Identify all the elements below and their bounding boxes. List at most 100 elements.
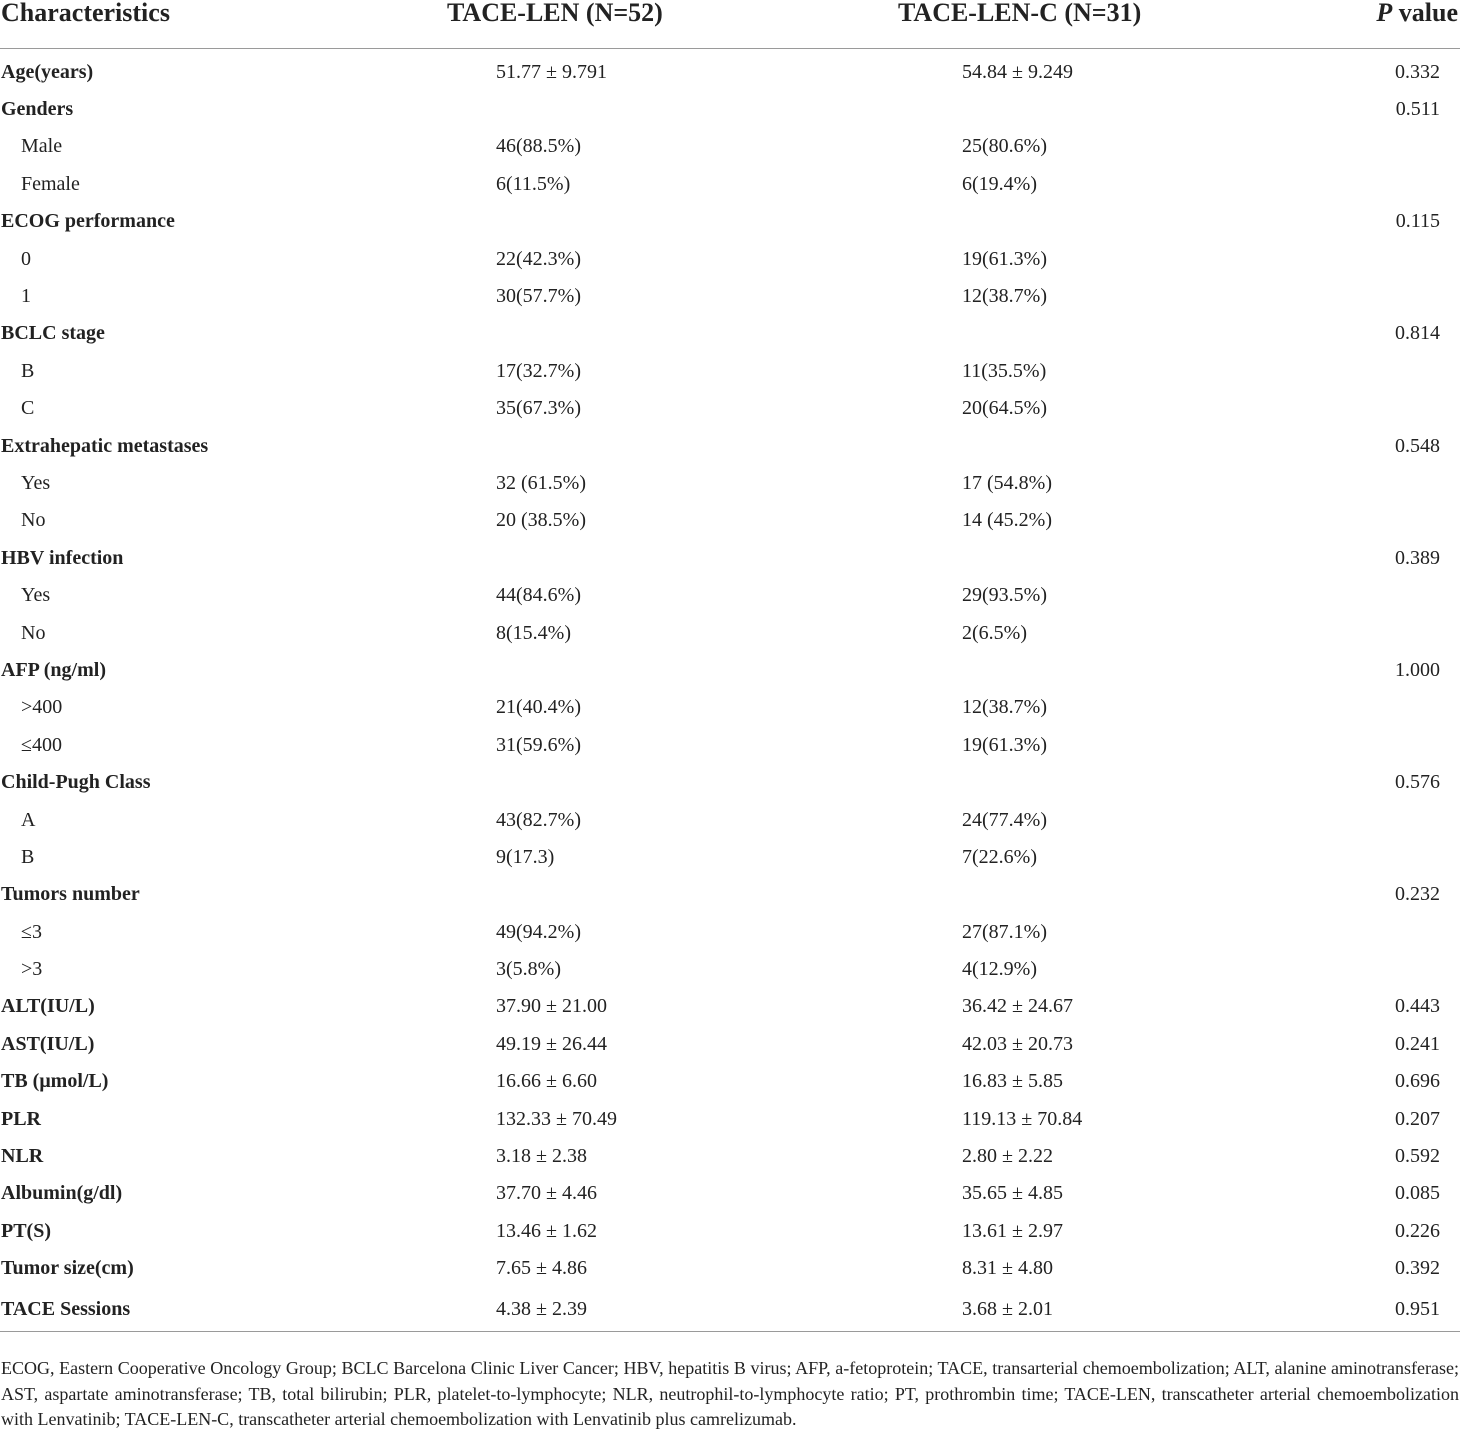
- p-value: 0.576: [1395, 771, 1440, 794]
- tace-len-value: 13.46 ± 1.62: [496, 1219, 597, 1242]
- table-row: >3 3(5.8%) 4(12.9%): [0, 950, 1460, 987]
- row-label: >3: [21, 958, 43, 981]
- table-row: BCLC stage 0.814: [0, 315, 1460, 352]
- tace-len-value: 3(5.8%): [496, 958, 561, 981]
- table-row: No 20 (38.5%) 14 (45.2%): [0, 502, 1460, 539]
- tace-len-value: [370, 876, 736, 913]
- tace-len-value: 3.18 ± 2.38: [496, 1145, 587, 1168]
- row-label: AST(IU/L): [1, 1032, 95, 1055]
- row-label: >400: [21, 696, 63, 719]
- tace-len-value: 37.90 ± 21.00: [496, 995, 607, 1018]
- table-row: ALT(IU/L) 37.90 ± 21.00 36.42 ± 24.67 0.443: [0, 988, 1460, 1025]
- p-value: 0.389: [1395, 546, 1440, 569]
- p-value: 0.241: [1395, 1032, 1440, 1055]
- tace-len-c-value: 7(22.6%): [962, 845, 1037, 868]
- tace-len-c-value: [736, 539, 1302, 576]
- p-value: 0.696: [1395, 1070, 1440, 1093]
- table-header: Characteristics TACE-LEN (N=52) TACE-LEN…: [0, 0, 1460, 49]
- tace-len-c-value: 17 (54.8%): [962, 471, 1052, 494]
- row-label: 1: [21, 285, 31, 308]
- p-value: 1.000: [1395, 658, 1440, 681]
- tace-len-value: 32 (61.5%): [496, 471, 586, 494]
- table-row: No 8(15.4%) 2(6.5%): [0, 614, 1460, 651]
- tace-len-value: 20 (38.5%): [496, 509, 586, 532]
- row-label: ECOG performance: [1, 210, 175, 233]
- row-label: HBV infection: [1, 546, 124, 569]
- p-value: [1302, 240, 1460, 277]
- tace-len-c-value: 12(38.7%): [962, 285, 1047, 308]
- tace-len-value: 35(67.3%): [496, 397, 581, 420]
- tace-len-c-value: 16.83 ± 5.85: [962, 1070, 1063, 1093]
- tace-len-value: [370, 90, 736, 127]
- p-value: 0.332: [1395, 60, 1440, 83]
- tace-len-c-value: 2.80 ± 2.22: [962, 1145, 1053, 1168]
- tace-len-c-value: 2(6.5%): [962, 621, 1027, 644]
- p-value: [1302, 576, 1460, 613]
- tace-len-c-value: [736, 651, 1302, 688]
- header-characteristics: Characteristics: [0, 0, 370, 49]
- tace-len-value: 51.77 ± 9.791: [496, 60, 607, 83]
- row-label: No: [21, 621, 46, 644]
- tace-len-value: 8(15.4%): [496, 621, 571, 644]
- row-label: Albumin(g/dl): [1, 1182, 123, 1205]
- tace-len-c-value: 3.68 ± 2.01: [736, 1286, 1302, 1332]
- row-label: C: [21, 397, 35, 420]
- tace-len-c-value: 19(61.3%): [962, 733, 1047, 756]
- table-row: B 17(32.7%) 11(35.5%): [0, 352, 1460, 389]
- tace-len-value: 6(11.5%): [496, 172, 571, 195]
- table-row: PLR 132.33 ± 70.49 119.13 ± 70.84 0.207: [0, 1100, 1460, 1137]
- tace-len-c-value: 20(64.5%): [962, 397, 1047, 420]
- p-value: 0.226: [1395, 1219, 1440, 1242]
- row-label: Genders: [1, 98, 74, 121]
- row-label: BCLC stage: [1, 322, 105, 345]
- table-row: Genders 0.511: [0, 90, 1460, 127]
- table-footnote: ECOG, Eastern Cooperative Oncology Group…: [1, 1358, 1459, 1429]
- tace-len-c-value: 19(61.3%): [962, 247, 1047, 270]
- tace-len-value: 22(42.3%): [496, 247, 581, 270]
- row-label: 0: [21, 247, 31, 270]
- row-label: TB (μmol/L): [1, 1070, 109, 1093]
- table-row: Yes 32 (61.5%) 17 (54.8%): [0, 464, 1460, 501]
- row-label: TACE Sessions: [0, 1286, 370, 1332]
- p-value: 0.443: [1395, 995, 1440, 1018]
- p-value: [1302, 801, 1460, 838]
- p-value: 0.592: [1395, 1145, 1440, 1168]
- p-value: 0.232: [1395, 883, 1440, 906]
- table-row: TB (μmol/L) 16.66 ± 6.60 16.83 ± 5.85 0.696: [0, 1063, 1460, 1100]
- row-label: PLR: [1, 1107, 41, 1130]
- tace-len-c-value: 12(38.7%): [962, 696, 1047, 719]
- tace-len-value: 7.65 ± 4.86: [496, 1257, 587, 1280]
- p-value: [1302, 838, 1460, 875]
- row-label: No: [21, 509, 46, 532]
- table-row: A 43(82.7%) 24(77.4%): [0, 801, 1460, 838]
- tace-len-c-value: 13.61 ± 2.97: [962, 1219, 1063, 1242]
- row-label: ≤400: [21, 733, 62, 756]
- table-row: TACE Sessions 4.38 ± 2.39 3.68 ± 2.01 0.951: [0, 1286, 1460, 1332]
- p-value: 0.115: [1395, 210, 1440, 233]
- tace-len-value: 132.33 ± 70.49: [496, 1107, 617, 1130]
- tace-len-value: 4.38 ± 2.39: [370, 1286, 736, 1332]
- tace-len-c-value: [736, 427, 1302, 464]
- table-row: Child-Pugh Class 0.576: [0, 763, 1460, 800]
- table-row: 0 22(42.3%) 19(61.3%): [0, 240, 1460, 277]
- tace-len-value: 16.66 ± 6.60: [496, 1070, 597, 1093]
- row-label: A: [21, 808, 36, 831]
- header-p-value: P value: [1302, 0, 1460, 49]
- table-row: Extrahepatic metastases 0.548: [0, 427, 1460, 464]
- table-row: Tumors number 0.232: [0, 876, 1460, 913]
- tace-len-c-value: [736, 315, 1302, 352]
- tace-len-value: 46(88.5%): [496, 135, 581, 158]
- p-value: [1302, 165, 1460, 202]
- table-row: Yes 44(84.6%) 29(93.5%): [0, 576, 1460, 613]
- table-row: ≤400 31(59.6%) 19(61.3%): [0, 726, 1460, 763]
- tace-len-c-value: 27(87.1%): [962, 920, 1047, 943]
- table-row: Male 46(88.5%) 25(80.6%): [0, 128, 1460, 165]
- tace-len-c-value: 29(93.5%): [962, 584, 1047, 607]
- table-row: 1 30(57.7%) 12(38.7%): [0, 277, 1460, 314]
- table-row: Age(years) 51.77 ± 9.791 54.84 ± 9.249 0.33…: [0, 49, 1460, 91]
- tace-len-c-value: 14 (45.2%): [962, 509, 1052, 532]
- table-row: Albumin(g/dl) 37.70 ± 4.46 35.65 ± 4.85 0.0…: [0, 1175, 1460, 1212]
- tace-len-c-value: 42.03 ± 20.73: [962, 1032, 1073, 1055]
- header-p-italic: P: [1376, 0, 1393, 27]
- tace-len-c-value: 8.31 ± 4.80: [962, 1257, 1053, 1280]
